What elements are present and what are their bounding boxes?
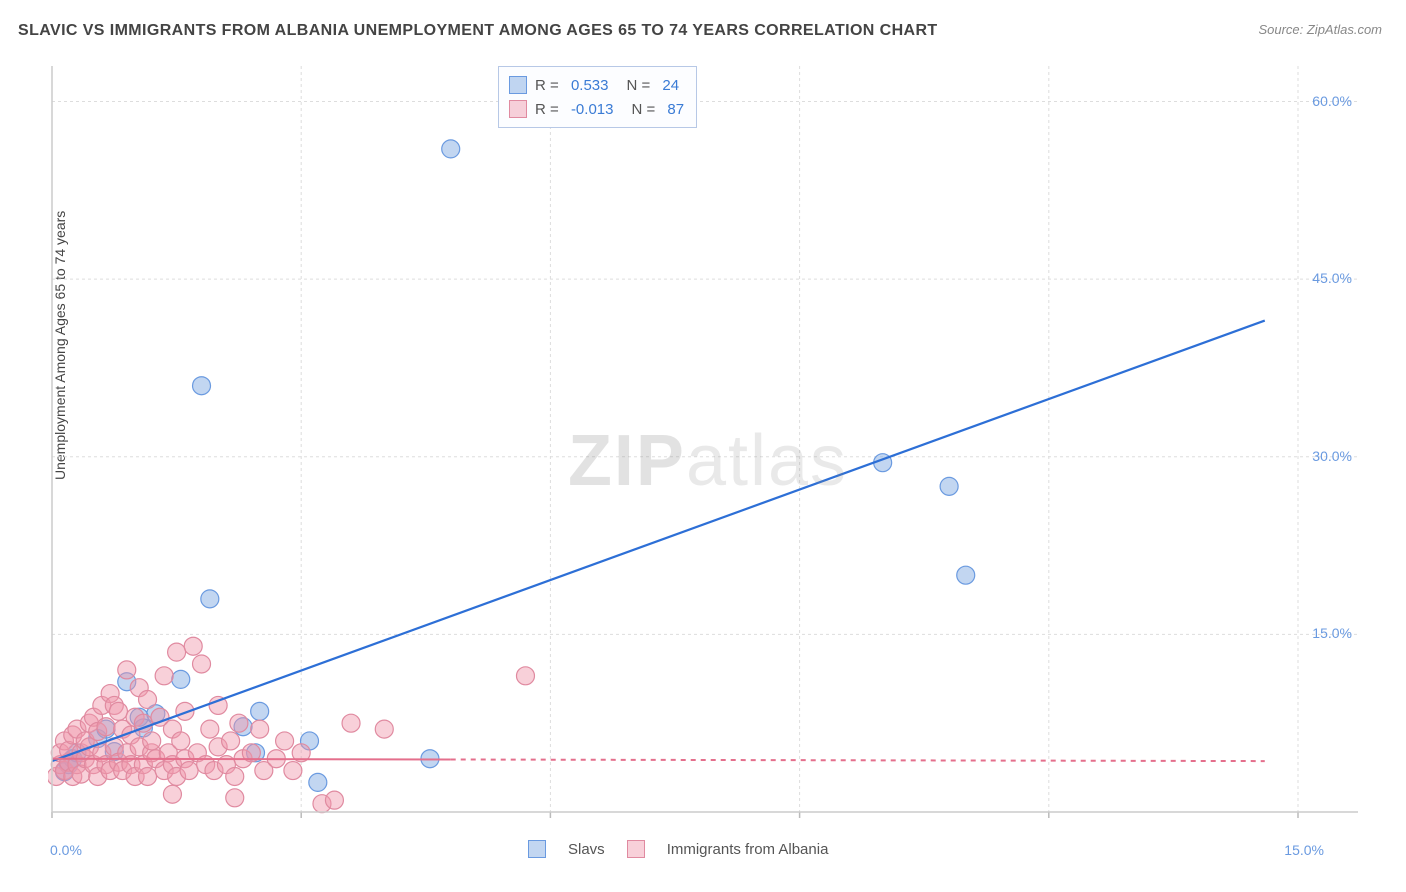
data-point — [109, 702, 127, 720]
data-point — [375, 720, 393, 738]
legend-r-label: R = — [535, 77, 563, 94]
y-tick-label: 15.0% — [1312, 625, 1352, 641]
chart-area: Unemployment Among Ages 65 to 74 years 1… — [48, 60, 1368, 830]
y-tick-label: 45.0% — [1312, 270, 1352, 286]
legend-label: Immigrants from Albania — [667, 841, 829, 858]
data-point — [139, 691, 157, 709]
data-point — [201, 720, 219, 738]
x-tick-label: 0.0% — [50, 842, 82, 858]
data-point — [163, 785, 181, 803]
legend-r-value: -0.013 — [571, 101, 614, 118]
legend-row-albania: R = -0.013 N = 87 — [509, 97, 684, 121]
data-point — [226, 767, 244, 785]
data-point — [180, 762, 198, 780]
x-tick-label: 15.0% — [1284, 842, 1324, 858]
y-tick-label: 60.0% — [1312, 93, 1352, 109]
legend-label: Slavs — [568, 841, 605, 858]
data-point — [222, 732, 240, 750]
data-point — [118, 661, 136, 679]
chart-title: SLAVIC VS IMMIGRANTS FROM ALBANIA UNEMPL… — [18, 22, 938, 40]
data-point — [251, 702, 269, 720]
data-point — [97, 718, 115, 736]
correlation-legend: R = 0.533 N = 24 R = -0.013 N = 87 — [498, 66, 697, 128]
data-point — [172, 732, 190, 750]
data-point — [230, 714, 248, 732]
series-legend: Slavs Immigrants from Albania — [528, 840, 828, 858]
data-point — [139, 767, 157, 785]
data-point — [201, 590, 219, 608]
legend-n-label: N = — [631, 101, 659, 118]
legend-row-slavs: R = 0.533 N = 24 — [509, 73, 684, 97]
legend-r-label: R = — [535, 101, 563, 118]
legend-n-label: N = — [626, 77, 654, 94]
data-point — [957, 566, 975, 584]
data-point — [516, 667, 534, 685]
scatter-plot — [48, 60, 1368, 830]
data-point — [172, 670, 190, 688]
data-point — [184, 637, 202, 655]
data-point — [940, 477, 958, 495]
data-point — [309, 773, 327, 791]
source-label: Source: ZipAtlas.com — [1258, 22, 1382, 37]
data-point — [284, 762, 302, 780]
legend-r-value: 0.533 — [571, 77, 609, 94]
data-point — [168, 643, 186, 661]
legend-n-value: 87 — [667, 101, 684, 118]
data-point — [193, 655, 211, 673]
data-point — [193, 377, 211, 395]
data-point — [155, 667, 173, 685]
square-icon — [528, 840, 546, 858]
square-icon — [627, 840, 645, 858]
data-point — [325, 791, 343, 809]
data-point — [251, 720, 269, 738]
legend-n-value: 24 — [662, 77, 679, 94]
square-icon — [509, 100, 527, 118]
data-point — [442, 140, 460, 158]
data-point — [226, 789, 244, 807]
data-point — [342, 714, 360, 732]
y-tick-label: 30.0% — [1312, 448, 1352, 464]
data-point — [276, 732, 294, 750]
square-icon — [509, 76, 527, 94]
data-point — [143, 732, 161, 750]
